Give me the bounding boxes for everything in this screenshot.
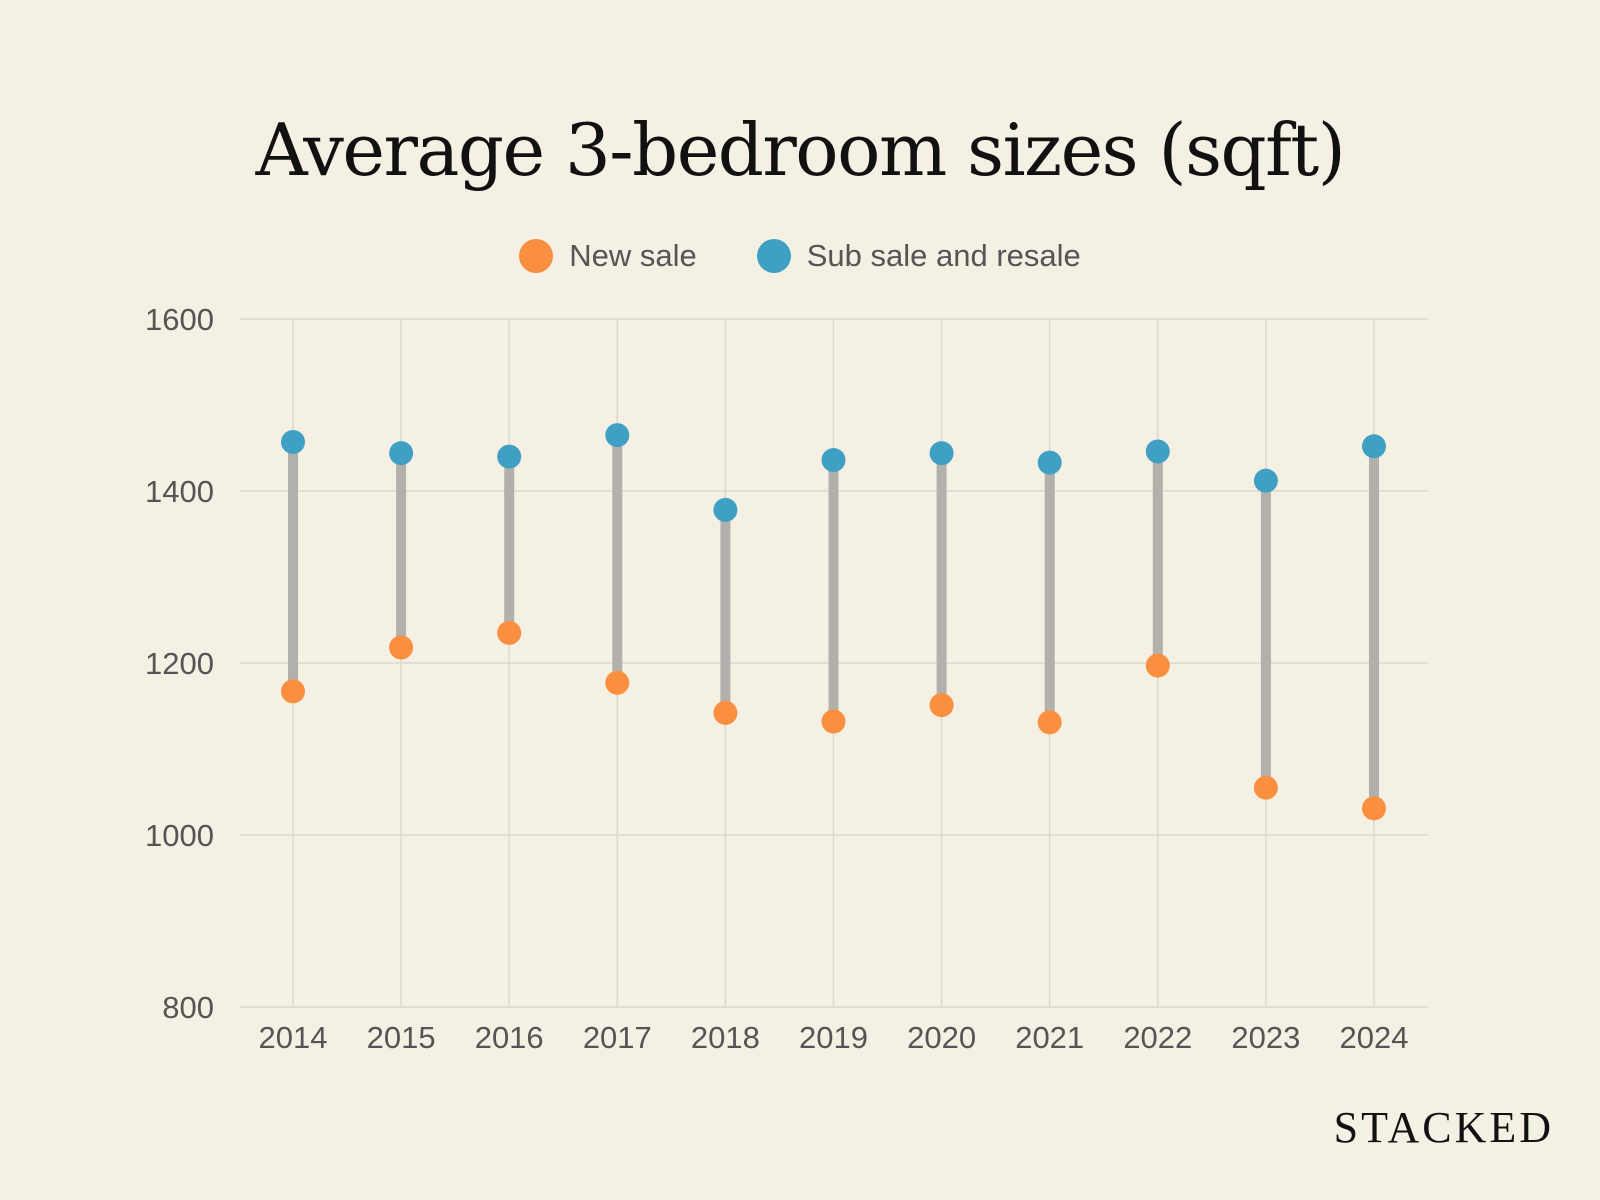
y-tick-label-800: 800 [162, 990, 214, 1025]
y-tick-label-1600: 1600 [145, 302, 214, 337]
x-tick-label-2017: 2017 [583, 1020, 652, 1055]
x-tick-label-2018: 2018 [691, 1020, 760, 1055]
point-resale-2017 [605, 423, 630, 448]
point-resale-2020 [929, 441, 954, 466]
point-new-sale-2017 [605, 670, 630, 695]
point-new-sale-2015 [389, 635, 414, 660]
point-new-sale-2018 [713, 700, 738, 725]
x-tick-label-2021: 2021 [1015, 1020, 1084, 1055]
point-new-sale-2021 [1037, 710, 1062, 735]
y-tick-label-1200: 1200 [145, 646, 214, 681]
point-resale-2023 [1253, 468, 1278, 493]
point-resale-2015 [389, 441, 414, 466]
legend-label-resale: Sub sale and resale [806, 238, 1081, 273]
connector-layer [288, 435, 1379, 809]
x-tick-label-2014: 2014 [259, 1020, 328, 1055]
point-new-sale-2023 [1253, 775, 1278, 800]
point-layer [281, 423, 1386, 821]
point-resale-2016 [497, 444, 522, 469]
chart-legend: New sale Sub sale and resale [0, 238, 1600, 274]
legend-swatch-new-sale [519, 239, 554, 273]
x-tick-label-2022: 2022 [1123, 1020, 1192, 1055]
y-tick-label-1000: 1000 [145, 818, 214, 853]
point-resale-2018 [713, 497, 738, 522]
point-resale-2022 [1145, 439, 1170, 464]
point-resale-2019 [821, 448, 846, 473]
x-tick-label-2023: 2023 [1231, 1020, 1300, 1055]
brand-logo: STACKED [1333, 1103, 1554, 1152]
x-tick-label-2020: 2020 [907, 1020, 976, 1055]
point-new-sale-2014 [281, 679, 305, 704]
point-new-sale-2022 [1145, 653, 1170, 678]
chart-title: Average 3-bedroom sizes (sqft) [255, 108, 1346, 192]
legend-label-new-sale: New sale [569, 238, 697, 273]
x-tick-label-2019: 2019 [799, 1020, 868, 1055]
x-tick-label-2015: 2015 [367, 1020, 436, 1055]
y-tick-label-1400: 1400 [145, 474, 214, 509]
legend-item-resale: Sub sale and resale [756, 238, 1081, 274]
legend-swatch-resale [756, 239, 791, 273]
point-resale-2014 [281, 429, 305, 454]
point-new-sale-2024 [1362, 796, 1386, 821]
x-tick-label-2024: 2024 [1340, 1020, 1409, 1055]
point-resale-2021 [1037, 450, 1062, 475]
legend-item-new-sale: New sale [519, 238, 697, 274]
point-new-sale-2016 [497, 620, 522, 645]
point-new-sale-2020 [929, 693, 954, 718]
x-tick-label-2016: 2016 [475, 1020, 544, 1055]
label-layer: 800 1000 1200 1400 1600 2014 2015 2016 2017 2018 2… [145, 302, 1408, 1055]
point-resale-2024 [1362, 434, 1386, 459]
point-new-sale-2019 [821, 709, 846, 734]
